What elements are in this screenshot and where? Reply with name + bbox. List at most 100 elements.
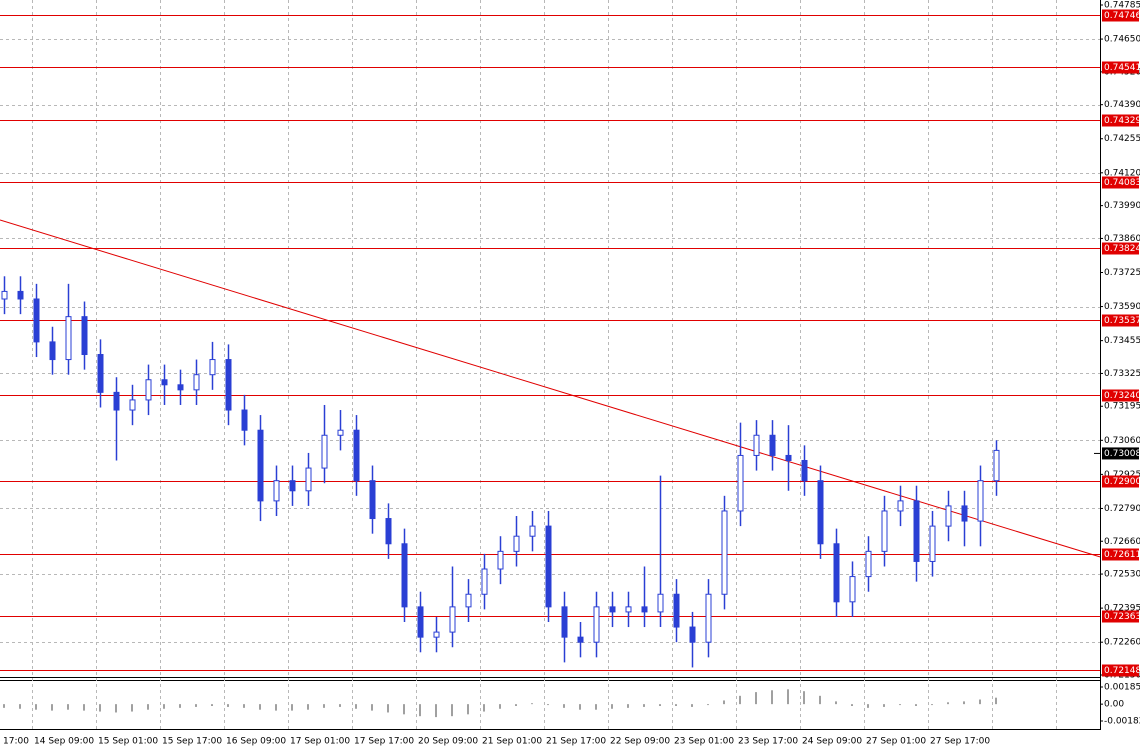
- candle-body: [961, 505, 968, 522]
- candle-body: [833, 543, 840, 603]
- candle-body: [849, 576, 856, 603]
- level-label: 0.72900: [1104, 477, 1140, 487]
- x-tick-label: 21 Sep 01:00: [482, 737, 542, 747]
- oscillator-bar: [787, 689, 789, 705]
- candle-body: [769, 434, 776, 456]
- candle-body: [801, 459, 808, 482]
- candle-body: [369, 480, 376, 520]
- oscillator-bar: [723, 700, 725, 705]
- y-tick-label: 0.73325: [1104, 369, 1140, 379]
- candle-body: [913, 500, 920, 562]
- level-tag: [1102, 9, 1139, 22]
- candle-body: [497, 550, 504, 570]
- candle-body: [657, 593, 664, 613]
- oscillator-bar: [387, 704, 389, 713]
- candle-body: [529, 525, 536, 537]
- candle-body: [593, 606, 600, 643]
- oscillator-bar: [947, 702, 949, 705]
- candle-body: [113, 391, 120, 411]
- level-label: 0.73824: [1104, 244, 1140, 254]
- oscillator-bar: [179, 704, 181, 708]
- candle-body: [273, 480, 280, 502]
- oscillator-bar: [355, 704, 357, 709]
- oscillator-bar: [275, 704, 277, 711]
- candle-body: [721, 510, 728, 595]
- oscillator-bar: [243, 704, 245, 708]
- candle-body: [945, 505, 952, 527]
- oscillator-bar: [995, 697, 997, 705]
- level-tag: [1102, 314, 1139, 327]
- x-tick-label: 22 Sep 09:00: [610, 737, 670, 747]
- candle-body: [897, 500, 904, 512]
- level-tag: [1102, 176, 1139, 189]
- y-tick-label: 0.74120: [1104, 168, 1140, 178]
- current-price-label: 0.73008: [1104, 449, 1140, 459]
- oscillator-bar: [899, 704, 901, 706]
- candle-body: [929, 525, 936, 562]
- y-tick-label: 0.72395: [1104, 604, 1140, 614]
- level-tag: [1102, 61, 1139, 74]
- candle-body: [449, 606, 456, 633]
- oscillator-bar: [467, 704, 469, 715]
- candle-body: [881, 510, 888, 552]
- candle-body: [1, 290, 8, 300]
- candle-body: [289, 480, 296, 492]
- y-tick-label: 0.73455: [1104, 336, 1140, 346]
- oscillator-bar: [131, 704, 133, 712]
- oscillator-bar: [931, 704, 933, 706]
- oscillator-bar: [419, 704, 421, 717]
- oscillator-bar: [499, 704, 501, 709]
- candle-body: [321, 434, 328, 469]
- candle-body: [193, 374, 200, 391]
- oscillator-bar: [803, 691, 805, 705]
- oscillator-bar: [691, 704, 693, 707]
- level-label: 0.73240: [1104, 391, 1140, 401]
- x-tick-label: 17 Sep 17:00: [354, 737, 414, 747]
- y-tick-label: -0.00182: [1104, 716, 1140, 726]
- oscillator-bar: [819, 695, 821, 705]
- candle-body: [577, 636, 584, 643]
- oscillator-bar: [3, 704, 5, 708]
- y-tick-label: 0.73860: [1104, 234, 1140, 244]
- oscillator-bar: [67, 704, 69, 710]
- current-price-tag: [1102, 447, 1139, 460]
- x-tick-label: 27 Sep 17:00: [930, 737, 990, 747]
- candle-body: [241, 409, 248, 431]
- candle-body: [177, 384, 184, 391]
- level-tag: [1102, 548, 1139, 561]
- oscillator-bar: [963, 701, 965, 705]
- level-label: 0.74083: [1104, 178, 1140, 188]
- y-tick-label: 0.73590: [1104, 302, 1140, 312]
- oscillator-bar: [403, 704, 405, 715]
- candle-body: [513, 535, 520, 552]
- candle-body: [625, 606, 632, 613]
- candle-body: [753, 434, 760, 456]
- y-tick-label: 0.74650: [1104, 35, 1140, 45]
- candle-body: [433, 631, 440, 638]
- oscillator-bar: [147, 704, 149, 710]
- candle-body: [705, 593, 712, 643]
- oscillator-bar: [259, 704, 261, 710]
- candle-body: [161, 379, 168, 386]
- oscillator-bar: [579, 704, 581, 710]
- candle-body: [305, 467, 312, 492]
- x-tick-label: 15 Sep 17:00: [162, 737, 222, 747]
- candle-body: [673, 593, 680, 628]
- oscillator-bar: [643, 704, 645, 707]
- oscillator-bar: [739, 695, 741, 705]
- oscillator-bar: [35, 704, 37, 710]
- oscillator-bar: [707, 704, 709, 706]
- oscillator-bar: [163, 704, 165, 709]
- candle-body: [49, 341, 56, 361]
- oscillator-bar: [227, 704, 229, 707]
- candle-body: [609, 606, 616, 613]
- y-tick-label: 0.72260: [1104, 638, 1140, 648]
- level-tag: [1102, 114, 1139, 127]
- x-tick-label: 17 Sep 01:00: [290, 737, 350, 747]
- x-tick-label: 27 Sep 01:00: [866, 737, 926, 747]
- oscillator-bar: [531, 703, 533, 705]
- level-label: 0.74329: [1104, 116, 1140, 126]
- oscillator-bar: [483, 704, 485, 712]
- candle-body: [401, 543, 408, 608]
- y-tick-label: 0.74390: [1104, 100, 1140, 110]
